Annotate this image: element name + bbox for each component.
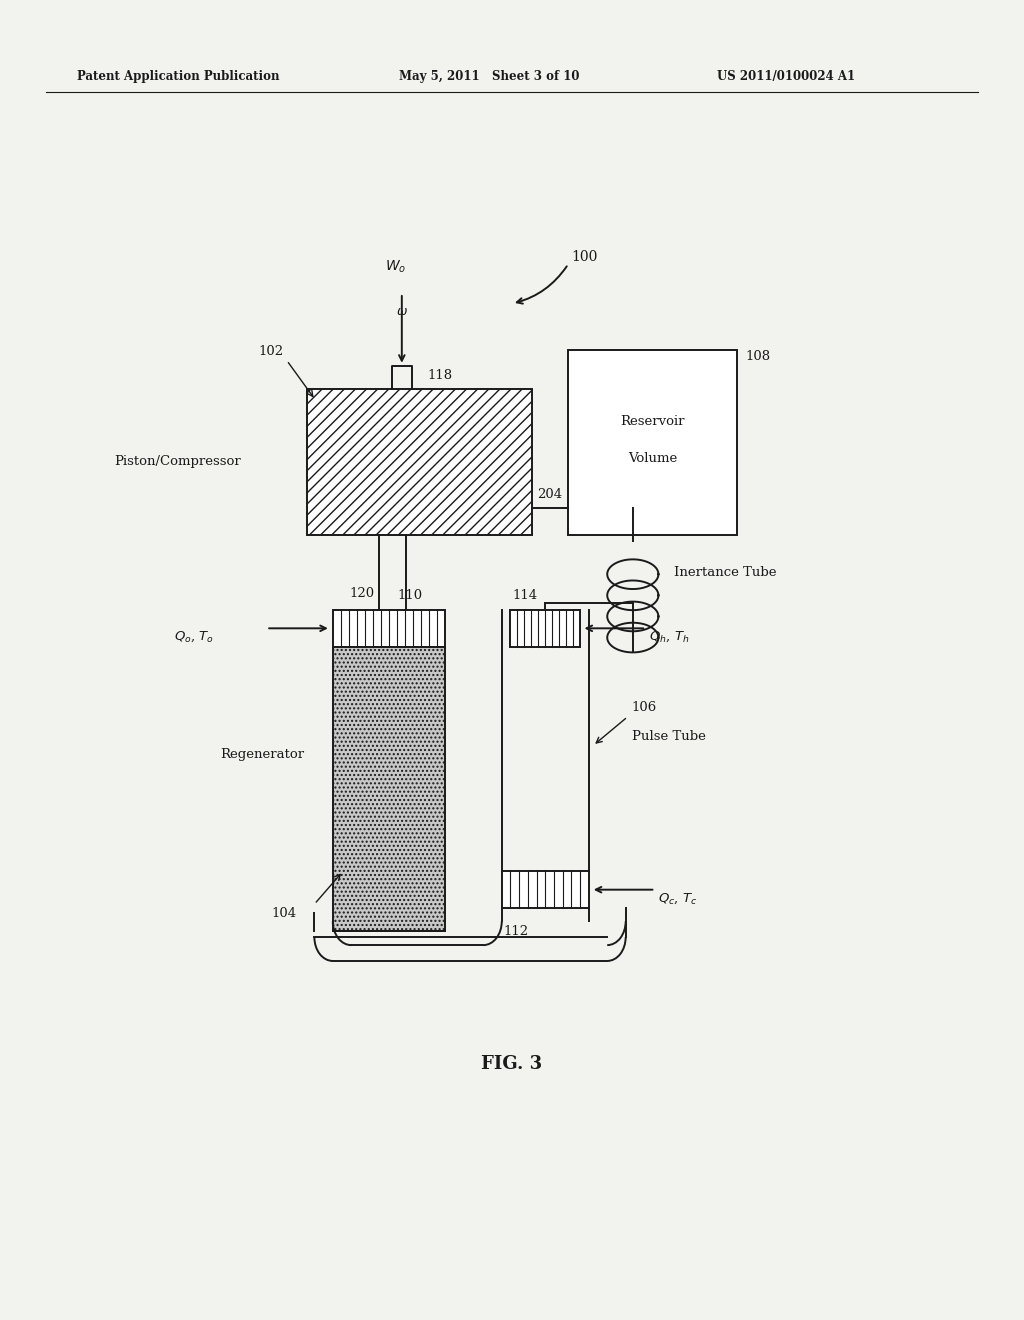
Text: 106: 106: [632, 701, 657, 714]
Text: 102: 102: [258, 345, 284, 358]
Text: $\omega$: $\omega$: [396, 305, 408, 318]
FancyBboxPatch shape: [333, 647, 445, 931]
Text: $W_o$: $W_o$: [385, 259, 407, 275]
Text: Volume: Volume: [628, 451, 678, 465]
Text: May 5, 2011   Sheet 3 of 10: May 5, 2011 Sheet 3 of 10: [399, 70, 580, 83]
FancyBboxPatch shape: [502, 871, 589, 908]
Text: $Q_c$, $T_c$: $Q_c$, $T_c$: [658, 891, 697, 906]
FancyBboxPatch shape: [307, 389, 532, 535]
Text: $Q_h$, $T_h$: $Q_h$, $T_h$: [649, 630, 689, 644]
Text: 112: 112: [504, 924, 529, 937]
Text: Patent Application Publication: Patent Application Publication: [77, 70, 280, 83]
FancyBboxPatch shape: [568, 350, 737, 535]
FancyBboxPatch shape: [333, 610, 445, 647]
Text: Pulse Tube: Pulse Tube: [632, 730, 706, 743]
Text: $Q_o$, $T_o$: $Q_o$, $T_o$: [174, 630, 214, 644]
Text: 204: 204: [538, 488, 563, 500]
Text: US 2011/0100024 A1: US 2011/0100024 A1: [717, 70, 855, 83]
Text: Inertance Tube: Inertance Tube: [674, 566, 776, 579]
Text: 100: 100: [571, 251, 598, 264]
Text: 120: 120: [349, 586, 375, 599]
Text: 118: 118: [427, 368, 453, 381]
Text: Piston/Compressor: Piston/Compressor: [115, 455, 242, 469]
Text: FIG. 3: FIG. 3: [481, 1055, 543, 1073]
Text: 108: 108: [745, 350, 771, 363]
Text: 104: 104: [271, 907, 297, 920]
FancyBboxPatch shape: [510, 610, 580, 647]
Text: Reservoir: Reservoir: [621, 414, 685, 428]
Text: 110: 110: [397, 589, 423, 602]
Text: 114: 114: [512, 589, 538, 602]
Text: Regenerator: Regenerator: [220, 748, 304, 762]
